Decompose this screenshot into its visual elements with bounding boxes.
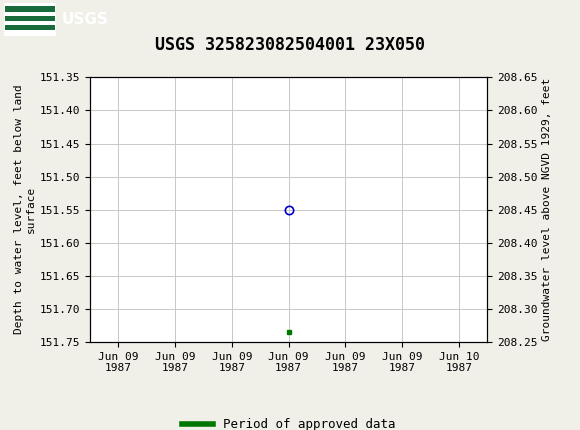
Text: USGS 325823082504001 23X050: USGS 325823082504001 23X050: [155, 36, 425, 54]
Bar: [4, 3, 56, 36]
Text: USGS: USGS: [62, 12, 109, 27]
Y-axis label: Depth to water level, feet below land
surface: Depth to water level, feet below land su…: [14, 85, 35, 335]
Bar: [5, 6, 55, 12]
Legend: Period of approved data: Period of approved data: [177, 413, 400, 430]
Y-axis label: Groundwater level above NGVD 1929, feet: Groundwater level above NGVD 1929, feet: [542, 78, 552, 341]
Bar: [5, 15, 55, 21]
Bar: [5, 25, 55, 31]
